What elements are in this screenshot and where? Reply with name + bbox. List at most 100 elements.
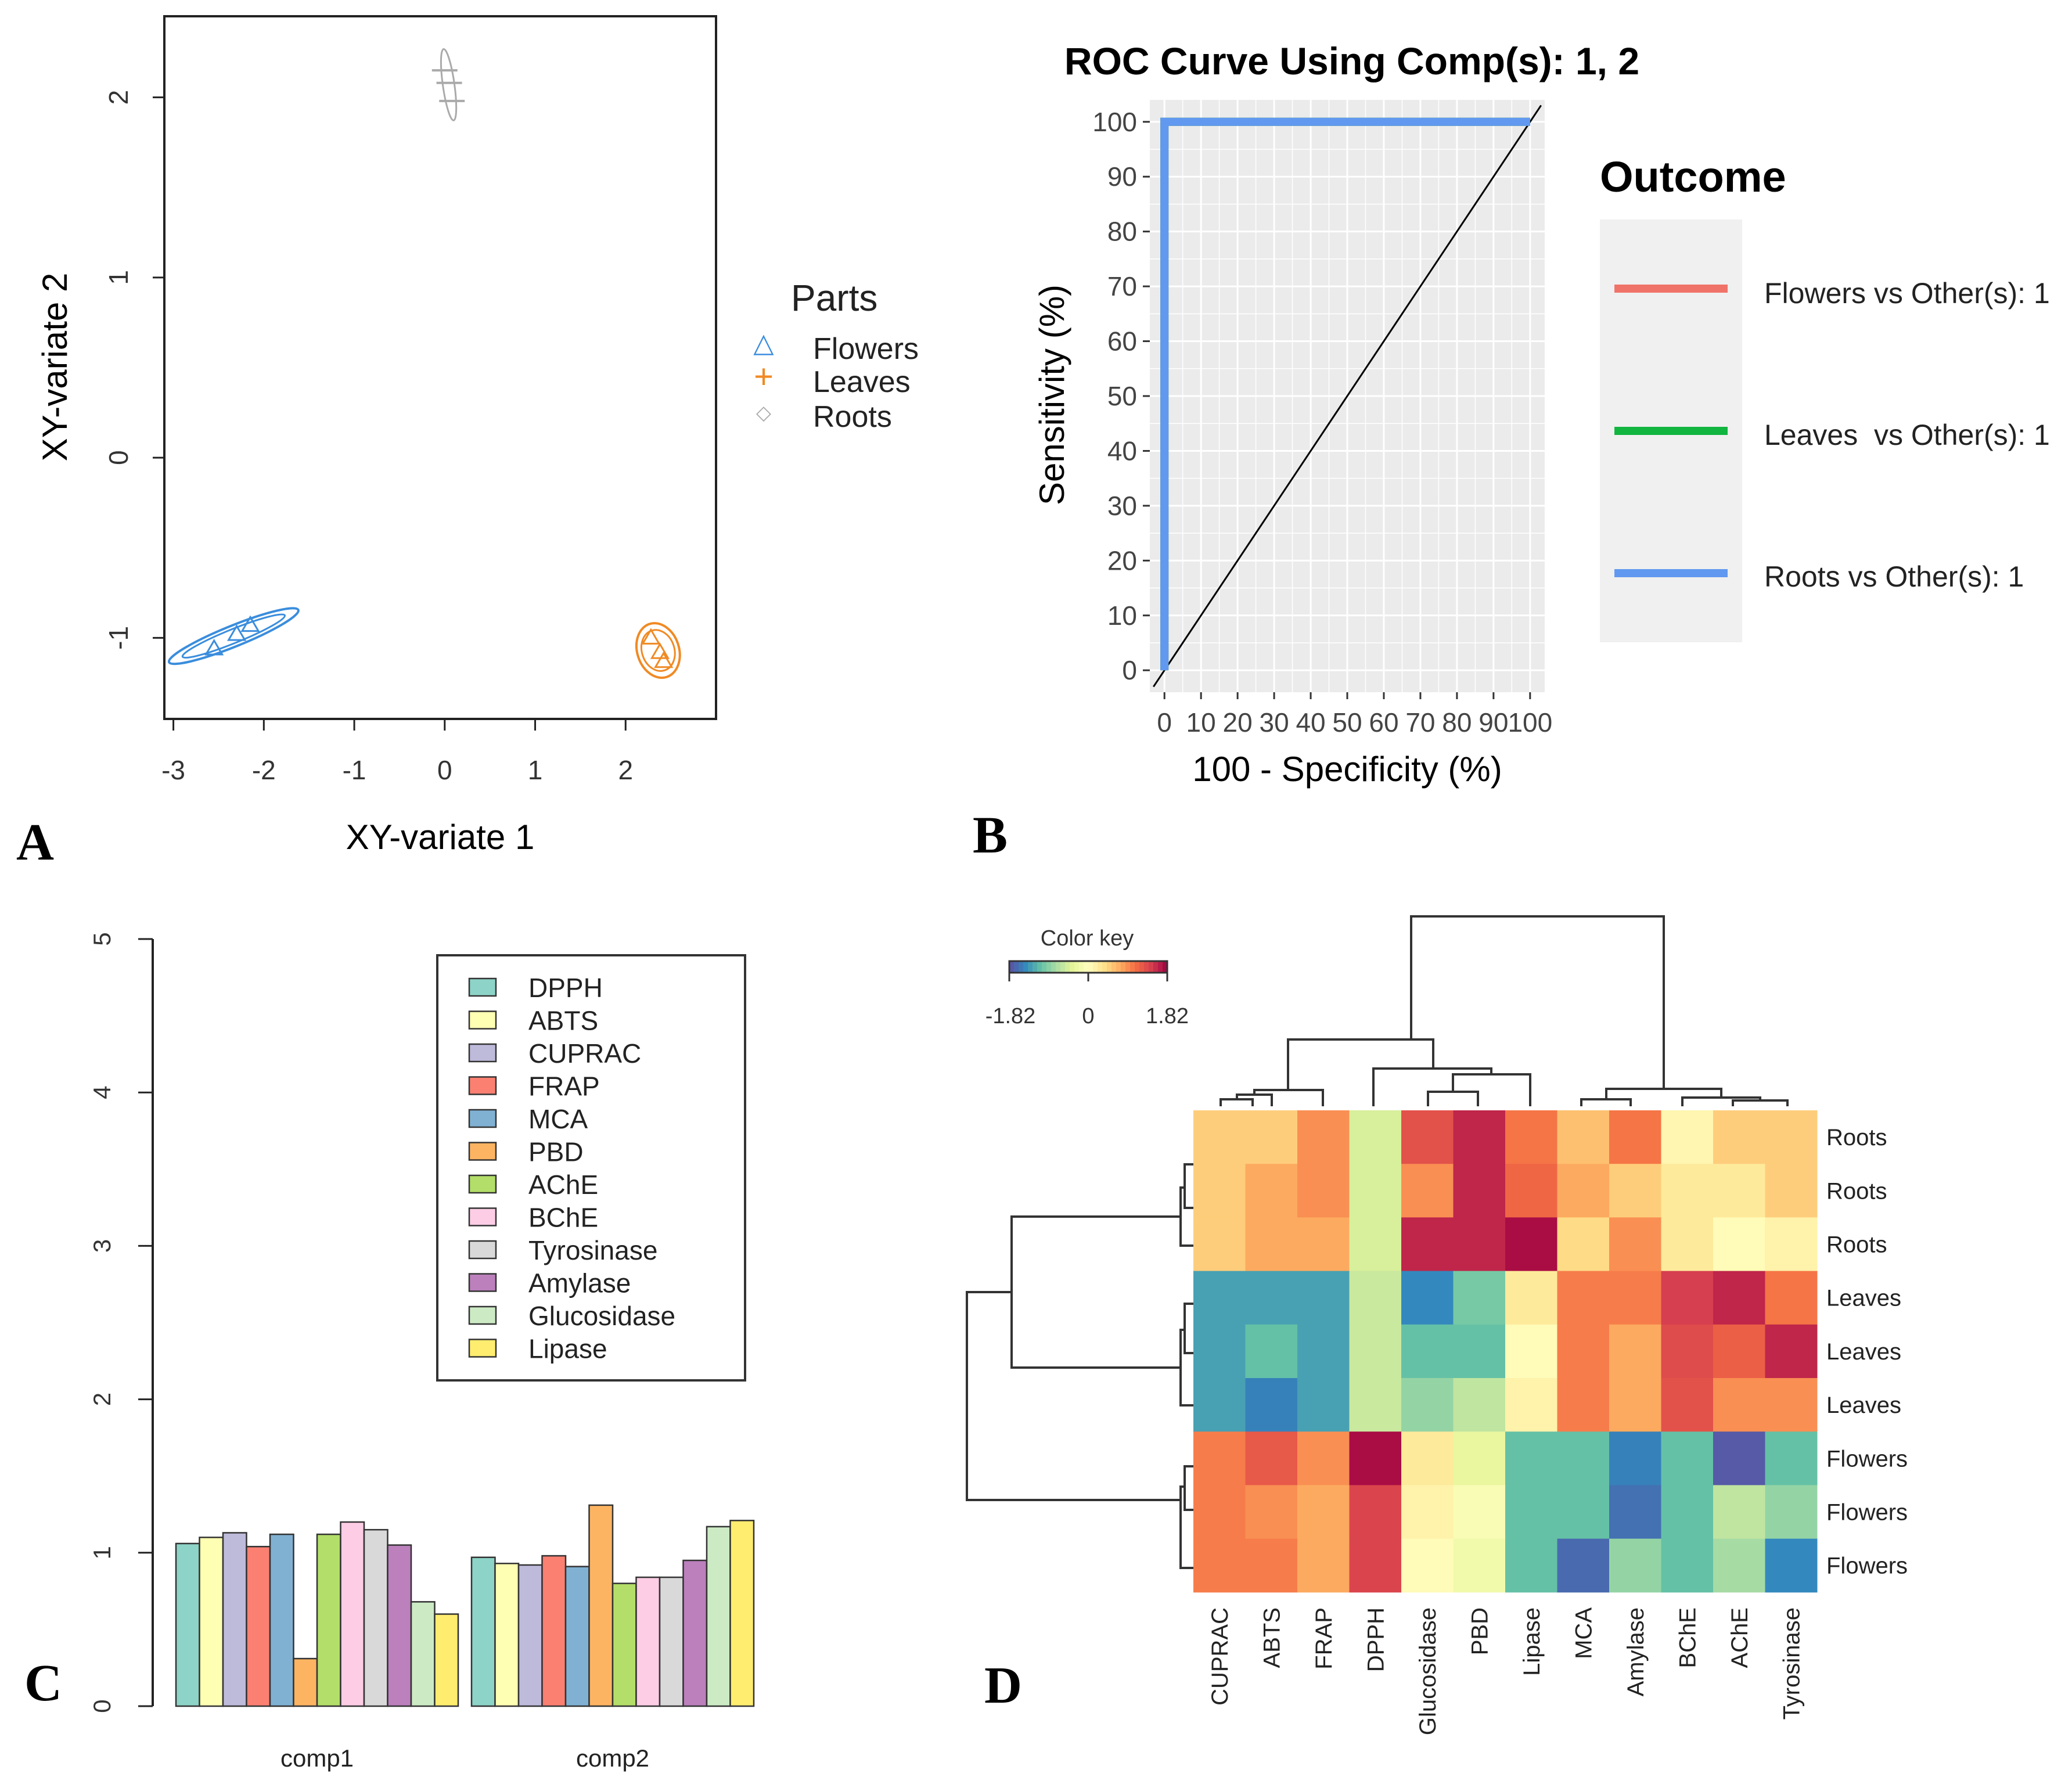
cell-flowers-glucosidase	[1401, 1431, 1454, 1485]
legend-label-frap: FRAP	[528, 1071, 600, 1102]
cell-roots-mca	[1557, 1217, 1610, 1272]
cell-leaves-glucosidase	[1401, 1271, 1454, 1325]
bar-lipase-comp2	[729, 1520, 755, 1707]
cell-leaves-bche	[1661, 1378, 1714, 1432]
color-key-segment	[1135, 961, 1140, 973]
color-key-segment	[1153, 961, 1159, 973]
color-key-segment	[1046, 961, 1052, 973]
color-key-segment	[1037, 961, 1042, 973]
y-tick-label: 40	[1107, 436, 1137, 466]
series-leaves	[635, 622, 681, 679]
cell-roots-tyrosinase	[1765, 1110, 1818, 1164]
cell-flowers-lipase	[1505, 1538, 1557, 1593]
column-label-cuprac: CUPRAC	[1207, 1607, 1233, 1706]
cell-roots-mca	[1557, 1164, 1610, 1218]
color-key-segment	[1084, 961, 1089, 973]
cell-leaves-frap	[1297, 1378, 1350, 1432]
bar-abts-comp1	[199, 1537, 224, 1707]
panel-d-letter: D	[984, 1657, 1022, 1714]
cell-flowers-tyrosinase	[1765, 1538, 1818, 1593]
cell-roots-frap	[1297, 1217, 1350, 1272]
row-label-flowers: Flowers	[1826, 1500, 1908, 1526]
bar-pbd-comp1	[293, 1657, 318, 1707]
legend-leaves-symbol: +	[754, 358, 774, 395]
y-tick-label: 70	[1107, 271, 1137, 301]
cell-flowers-lipase	[1505, 1485, 1557, 1539]
y-tick-label: 100	[1092, 107, 1137, 137]
legend-swatch-cuprac	[468, 1043, 497, 1063]
x-tick-label: -1	[343, 755, 366, 785]
cell-flowers-bche	[1661, 1431, 1714, 1485]
column-label-lipase: Lipase	[1519, 1607, 1545, 1676]
legend-label-dpph: DPPH	[528, 973, 603, 1003]
panel-d-heatmap: Color key -1.82 0 1.82	[966, 915, 1908, 1735]
x-tick-label: 50	[1332, 707, 1362, 738]
color-key-segment	[1121, 961, 1126, 973]
data-point	[654, 651, 674, 668]
color-key-segment	[1056, 961, 1061, 973]
cell-roots-pbd	[1453, 1164, 1506, 1218]
cell-roots-dpph	[1349, 1110, 1402, 1164]
column-label-frap: FRAP	[1311, 1607, 1337, 1670]
cell-flowers-dpph	[1349, 1431, 1402, 1485]
cell-leaves-amylase	[1609, 1324, 1661, 1379]
panel-c-legend: DPPHABTSCUPRACFRAPMCAPBDAChEBChETyrosina…	[436, 954, 746, 1382]
legend-swatch-bche	[468, 1207, 497, 1226]
panel-b-y-axis-label: Sensitivity (%)	[1033, 285, 1071, 505]
cell-leaves-cuprac	[1193, 1378, 1246, 1432]
x-tick-label: 30	[1259, 707, 1289, 738]
cell-roots-cuprac	[1193, 1217, 1246, 1272]
y-tick-label: 80	[1107, 217, 1137, 247]
bar-bche-comp1	[340, 1521, 365, 1707]
cell-flowers-frap	[1297, 1538, 1350, 1593]
color-key-min-label: -1.82	[985, 1004, 1036, 1028]
cell-roots-frap	[1297, 1164, 1350, 1218]
legend-flowers-label: Flowers	[813, 332, 919, 366]
x-tick-label: 40	[1296, 707, 1325, 738]
cell-leaves-lipase	[1505, 1271, 1557, 1325]
cell-flowers-ache	[1713, 1538, 1765, 1593]
color-key-segment	[1033, 961, 1038, 973]
cell-leaves-glucosidase	[1401, 1324, 1454, 1379]
cell-flowers-amylase	[1609, 1431, 1661, 1485]
cell-leaves-tyrosinase	[1765, 1271, 1818, 1325]
series-flowers	[167, 607, 300, 666]
cell-flowers-mca	[1557, 1431, 1610, 1485]
cell-roots-glucosidase	[1401, 1164, 1454, 1218]
x-tick-label: 90	[1479, 707, 1508, 738]
legend-label-pbd: PBD	[528, 1137, 584, 1167]
bar-amylase-comp1	[387, 1544, 412, 1707]
x-tick-label: 0	[437, 755, 452, 785]
color-key-segment	[1088, 961, 1093, 973]
row-label-roots: Roots	[1826, 1232, 1887, 1258]
y-tick-label: 20	[1107, 545, 1137, 575]
legend-flowers-label: Flowers vs Other(s): 1	[1764, 277, 2050, 310]
bar-mca-comp2	[564, 1566, 590, 1707]
column-label-ache: AChE	[1727, 1607, 1753, 1668]
y-tick-label: 50	[1107, 381, 1137, 411]
cell-leaves-mca	[1557, 1324, 1610, 1379]
row-label-roots: Roots	[1826, 1125, 1887, 1150]
cell-roots-cuprac	[1193, 1164, 1246, 1218]
data-point	[226, 624, 247, 641]
cell-roots-dpph	[1349, 1164, 1402, 1218]
color-key-segment	[1139, 961, 1145, 973]
y-tick-label: 3	[88, 1239, 116, 1253]
y-tick-label: 0	[1122, 655, 1137, 685]
cell-leaves-dpph	[1349, 1324, 1402, 1379]
panel-b-x-axis-label: 100 - Specificity (%)	[1192, 750, 1502, 789]
cell-leaves-tyrosinase	[1765, 1378, 1818, 1432]
legend-swatch-lipase	[468, 1339, 497, 1358]
bar-lipase-comp1	[434, 1613, 459, 1707]
cell-leaves-abts	[1245, 1271, 1298, 1325]
legend-roots-symbol: ◇	[756, 402, 772, 424]
confidence-ellipse	[440, 48, 458, 121]
x-tick-label: 60	[1369, 707, 1398, 738]
panel-a-legend-title: Parts	[791, 277, 877, 319]
cell-leaves-bche	[1661, 1271, 1714, 1325]
cell-flowers-frap	[1297, 1431, 1350, 1485]
cell-flowers-pbd	[1453, 1538, 1506, 1593]
cell-leaves-frap	[1297, 1324, 1350, 1379]
legend-leaves-label: Leaves vs Other(s): 1	[1764, 419, 2050, 451]
cell-leaves-frap	[1297, 1271, 1350, 1325]
